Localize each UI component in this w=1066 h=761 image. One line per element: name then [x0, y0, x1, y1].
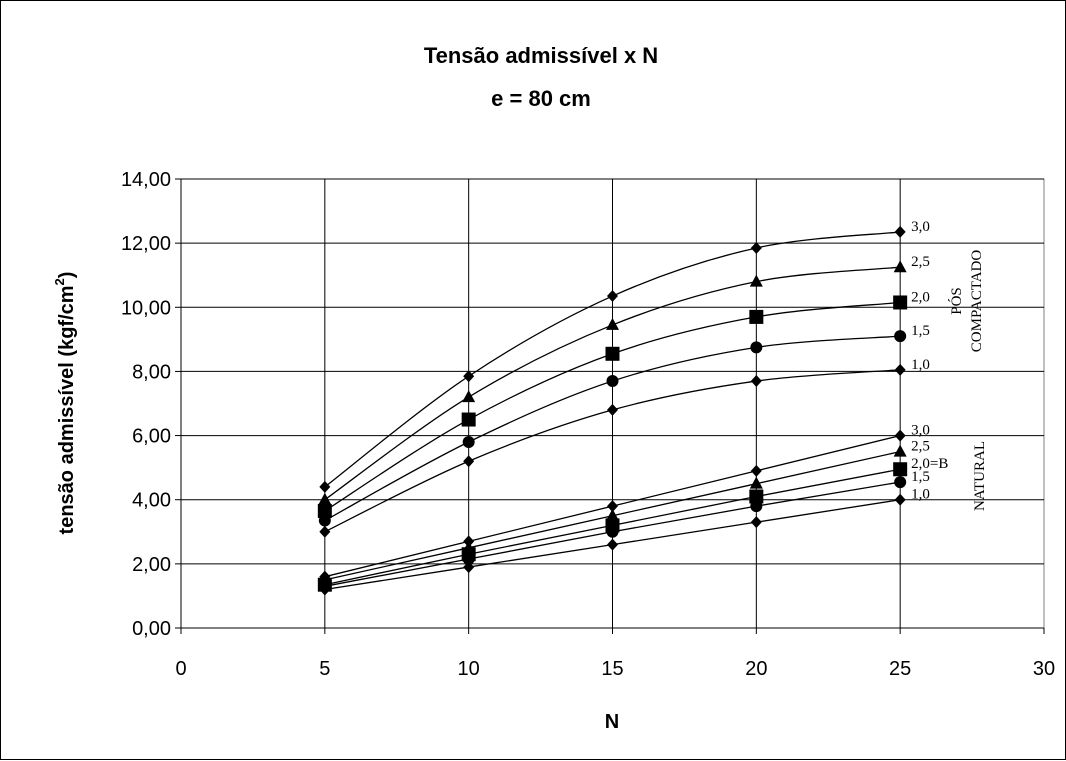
data-point-triangle	[606, 508, 619, 521]
data-point-diamond	[894, 429, 906, 442]
y-tick-label: 8,00	[132, 361, 171, 383]
series-natural-9	[319, 493, 906, 596]
series-label: 1,5	[911, 469, 930, 485]
x-tick-label: 25	[889, 658, 911, 680]
x-tick-label: 0	[175, 658, 186, 680]
x-tick-label: 10	[458, 658, 480, 680]
series-label: 2,5	[911, 439, 930, 455]
y-tick-label: 6,00	[132, 426, 171, 448]
series-natural-5	[319, 429, 906, 583]
data-point-diamond	[750, 464, 762, 477]
x-tick-label: 30	[1033, 658, 1055, 680]
data-point-diamond	[607, 500, 618, 513]
data-point-triangle	[749, 274, 763, 287]
data-point-triangle	[893, 260, 907, 273]
series-pos-compactado-2	[317, 295, 908, 518]
data-point-circle	[462, 435, 475, 448]
y-tick-label: 14,00	[121, 169, 171, 191]
data-point-diamond	[894, 493, 906, 506]
data-point-diamond	[894, 363, 906, 376]
data-point-diamond	[750, 516, 762, 529]
chart-title: Tensão admissível x N	[424, 43, 658, 68]
x-axis-title: N	[605, 711, 619, 733]
series-natural-7	[317, 462, 908, 592]
data-point-circle	[318, 514, 331, 527]
series-label: 1,0	[911, 357, 930, 373]
data-point-square	[749, 309, 764, 324]
data-point-circle	[750, 341, 763, 354]
x-tick-label: 5	[319, 658, 330, 680]
data-point-circle	[606, 375, 619, 388]
data-point-square	[749, 489, 764, 504]
y-axis-title-superscript: 2	[52, 278, 67, 285]
data-point-square	[317, 503, 332, 518]
data-point-diamond	[319, 525, 331, 538]
data-point-triangle	[318, 492, 332, 505]
data-point-circle	[894, 476, 907, 489]
y-axis-title: tensão admissível (kgf/cm2)	[52, 272, 78, 535]
data-point-square	[893, 462, 908, 477]
data-point-diamond	[463, 561, 475, 574]
data-point-diamond	[607, 538, 618, 551]
data-point-diamond	[463, 455, 475, 468]
y-tick-label: 2,00	[132, 554, 171, 576]
series-label: 1,0	[911, 487, 930, 503]
data-point-triangle	[462, 390, 476, 403]
series-label: 2,5	[911, 254, 930, 270]
data-point-circle	[750, 500, 763, 513]
group-label-natural: NATURAL	[972, 441, 988, 511]
series-label: 3,0	[911, 219, 930, 235]
y-tick-label: 4,00	[132, 490, 171, 512]
data-point-square	[893, 295, 908, 310]
series-label: 2,0=B	[911, 456, 948, 472]
series-pos-compactado-1	[318, 260, 907, 505]
series-label: 2,0	[911, 289, 930, 305]
series-pos-compactado-0	[319, 225, 906, 493]
series-natural-8	[318, 476, 907, 593]
data-point-diamond	[607, 403, 618, 416]
y-tick-label: 10,00	[121, 297, 171, 319]
series-pos-compactado-3	[318, 330, 907, 527]
data-point-diamond	[319, 583, 331, 596]
axes-layer: 0,00 2,00 4,00 6,00 8,00 10,00 12,00 14,00 0 5 10 1…	[121, 169, 1055, 680]
data-point-square	[461, 412, 476, 427]
data-point-diamond	[750, 375, 762, 388]
y-axis-title-main: tensão admissível (kgf/cm	[56, 285, 78, 534]
data-point-diamond	[607, 290, 618, 303]
x-tick-label: 15	[601, 658, 623, 680]
data-point-diamond	[894, 225, 906, 238]
data-point-diamond	[750, 241, 762, 254]
data-point-circle	[462, 553, 475, 566]
data-point-diamond	[319, 480, 331, 493]
y-tick-label: 0,00	[132, 618, 171, 640]
data-point-circle	[606, 525, 619, 538]
series-pos-compactado-4	[319, 363, 906, 538]
group-label-line: PÓS	[948, 287, 965, 315]
data-point-square	[605, 346, 620, 361]
y-axis-title-close: )	[56, 272, 78, 279]
chart-subtitle: e = 80 cm	[491, 86, 591, 111]
series-label: 1,5	[911, 323, 930, 339]
y-tick-label: 12,00	[121, 233, 171, 255]
group-label-line: NATURAL	[972, 441, 988, 511]
data-point-diamond	[463, 370, 475, 383]
group-label-line: COMPACTADO	[969, 250, 985, 353]
x-tick-label: 20	[745, 658, 767, 680]
data-point-circle	[894, 330, 907, 343]
data-point-triangle	[893, 444, 907, 457]
data-point-triangle	[606, 317, 619, 330]
data-point-triangle	[749, 476, 763, 489]
group-label-pos-compactado: PÓS COMPACTADO	[948, 250, 985, 353]
series-layer	[317, 225, 908, 596]
series-label: 3,0	[911, 423, 930, 439]
